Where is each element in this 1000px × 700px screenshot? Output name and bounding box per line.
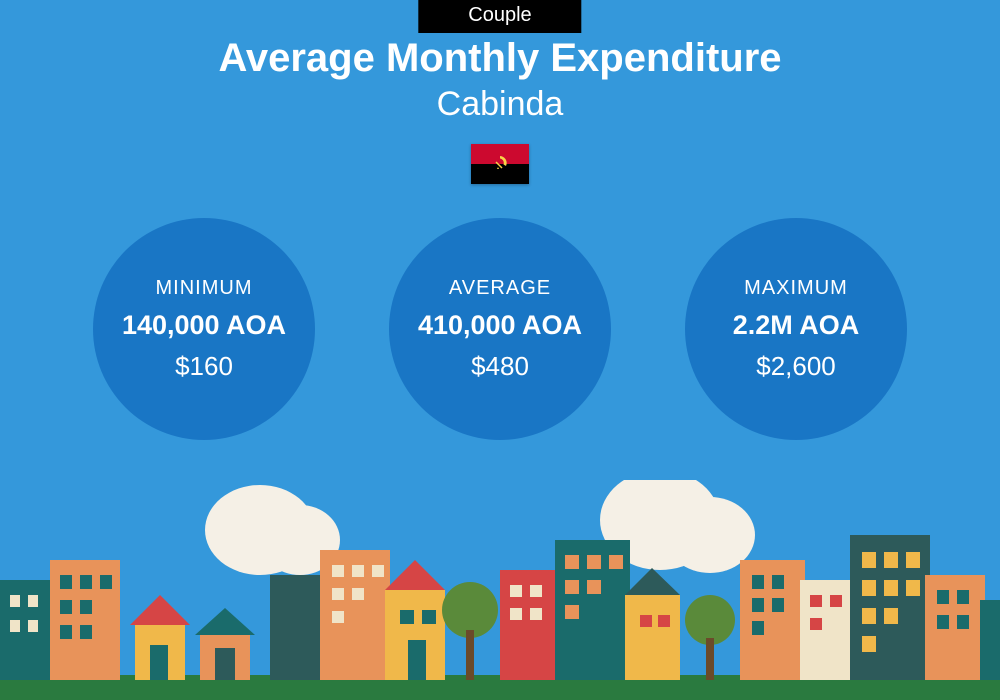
stat-maximum-usd: $2,600 (756, 351, 836, 382)
stat-maximum-value: 2.2M AOA (733, 310, 860, 341)
flag-emblem-icon (490, 154, 510, 174)
location-subtitle: Cabinda (0, 85, 1000, 124)
stat-average: AVERAGE 410,000 AOA $480 (389, 218, 611, 440)
cityscape-illustration (0, 480, 1000, 700)
stats-row: MINIMUM 140,000 AOA $160 AVERAGE 410,000… (0, 218, 1000, 440)
stat-minimum-usd: $160 (175, 351, 233, 382)
stat-maximum-label: MAXIMUM (744, 277, 848, 300)
stat-average-value: 410,000 AOA (418, 310, 582, 341)
category-badge-label: Couple (468, 4, 531, 26)
page-title: Average Monthly Expenditure (0, 36, 1000, 81)
stat-minimum-value: 140,000 AOA (122, 310, 286, 341)
header: Average Monthly Expenditure Cabinda (0, 36, 1000, 184)
category-badge: Couple (418, 0, 581, 33)
stat-average-usd: $480 (471, 351, 529, 382)
stat-average-label: AVERAGE (449, 277, 551, 300)
stat-minimum: MINIMUM 140,000 AOA $160 (93, 218, 315, 440)
stat-maximum: MAXIMUM 2.2M AOA $2,600 (685, 218, 907, 440)
angola-flag-icon (471, 144, 529, 184)
stat-minimum-label: MINIMUM (156, 277, 253, 300)
